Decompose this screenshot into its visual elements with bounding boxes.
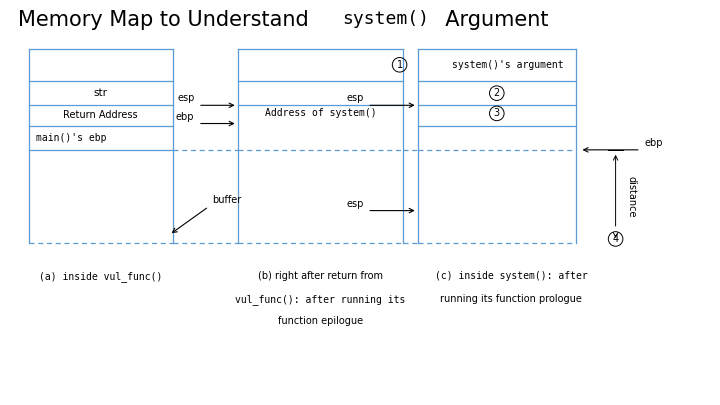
Text: system()'s argument: system()'s argument (451, 60, 564, 70)
Text: vul_func(): after running its: vul_func(): after running its (235, 294, 405, 305)
Text: Memory Map to Understand: Memory Map to Understand (18, 10, 315, 30)
Text: esp: esp (177, 93, 194, 103)
Text: distance: distance (626, 176, 636, 217)
Text: Argument: Argument (432, 10, 549, 30)
Text: system(): system() (342, 10, 429, 28)
Text: 1: 1 (397, 60, 402, 70)
Text: function epilogue: function epilogue (278, 316, 363, 326)
Text: Return Address: Return Address (63, 111, 138, 120)
Text: (c) inside system(): after: (c) inside system(): after (435, 271, 588, 281)
Text: Address of system(): Address of system() (264, 109, 377, 118)
Text: main()'s ebp: main()'s ebp (36, 133, 107, 143)
Text: (b) right after return from: (b) right after return from (258, 271, 383, 281)
Text: ebp: ebp (176, 111, 194, 122)
Text: str: str (94, 88, 108, 98)
Text: buffer: buffer (212, 194, 242, 205)
Text: running its function prologue: running its function prologue (440, 294, 582, 304)
Text: ebp: ebp (644, 138, 663, 148)
Text: (a) inside vul_func(): (a) inside vul_func() (39, 271, 163, 282)
Text: 2: 2 (494, 88, 500, 98)
Text: 3: 3 (494, 109, 500, 118)
Text: esp: esp (346, 93, 364, 103)
Text: 4: 4 (613, 234, 618, 244)
Text: esp: esp (346, 198, 364, 209)
